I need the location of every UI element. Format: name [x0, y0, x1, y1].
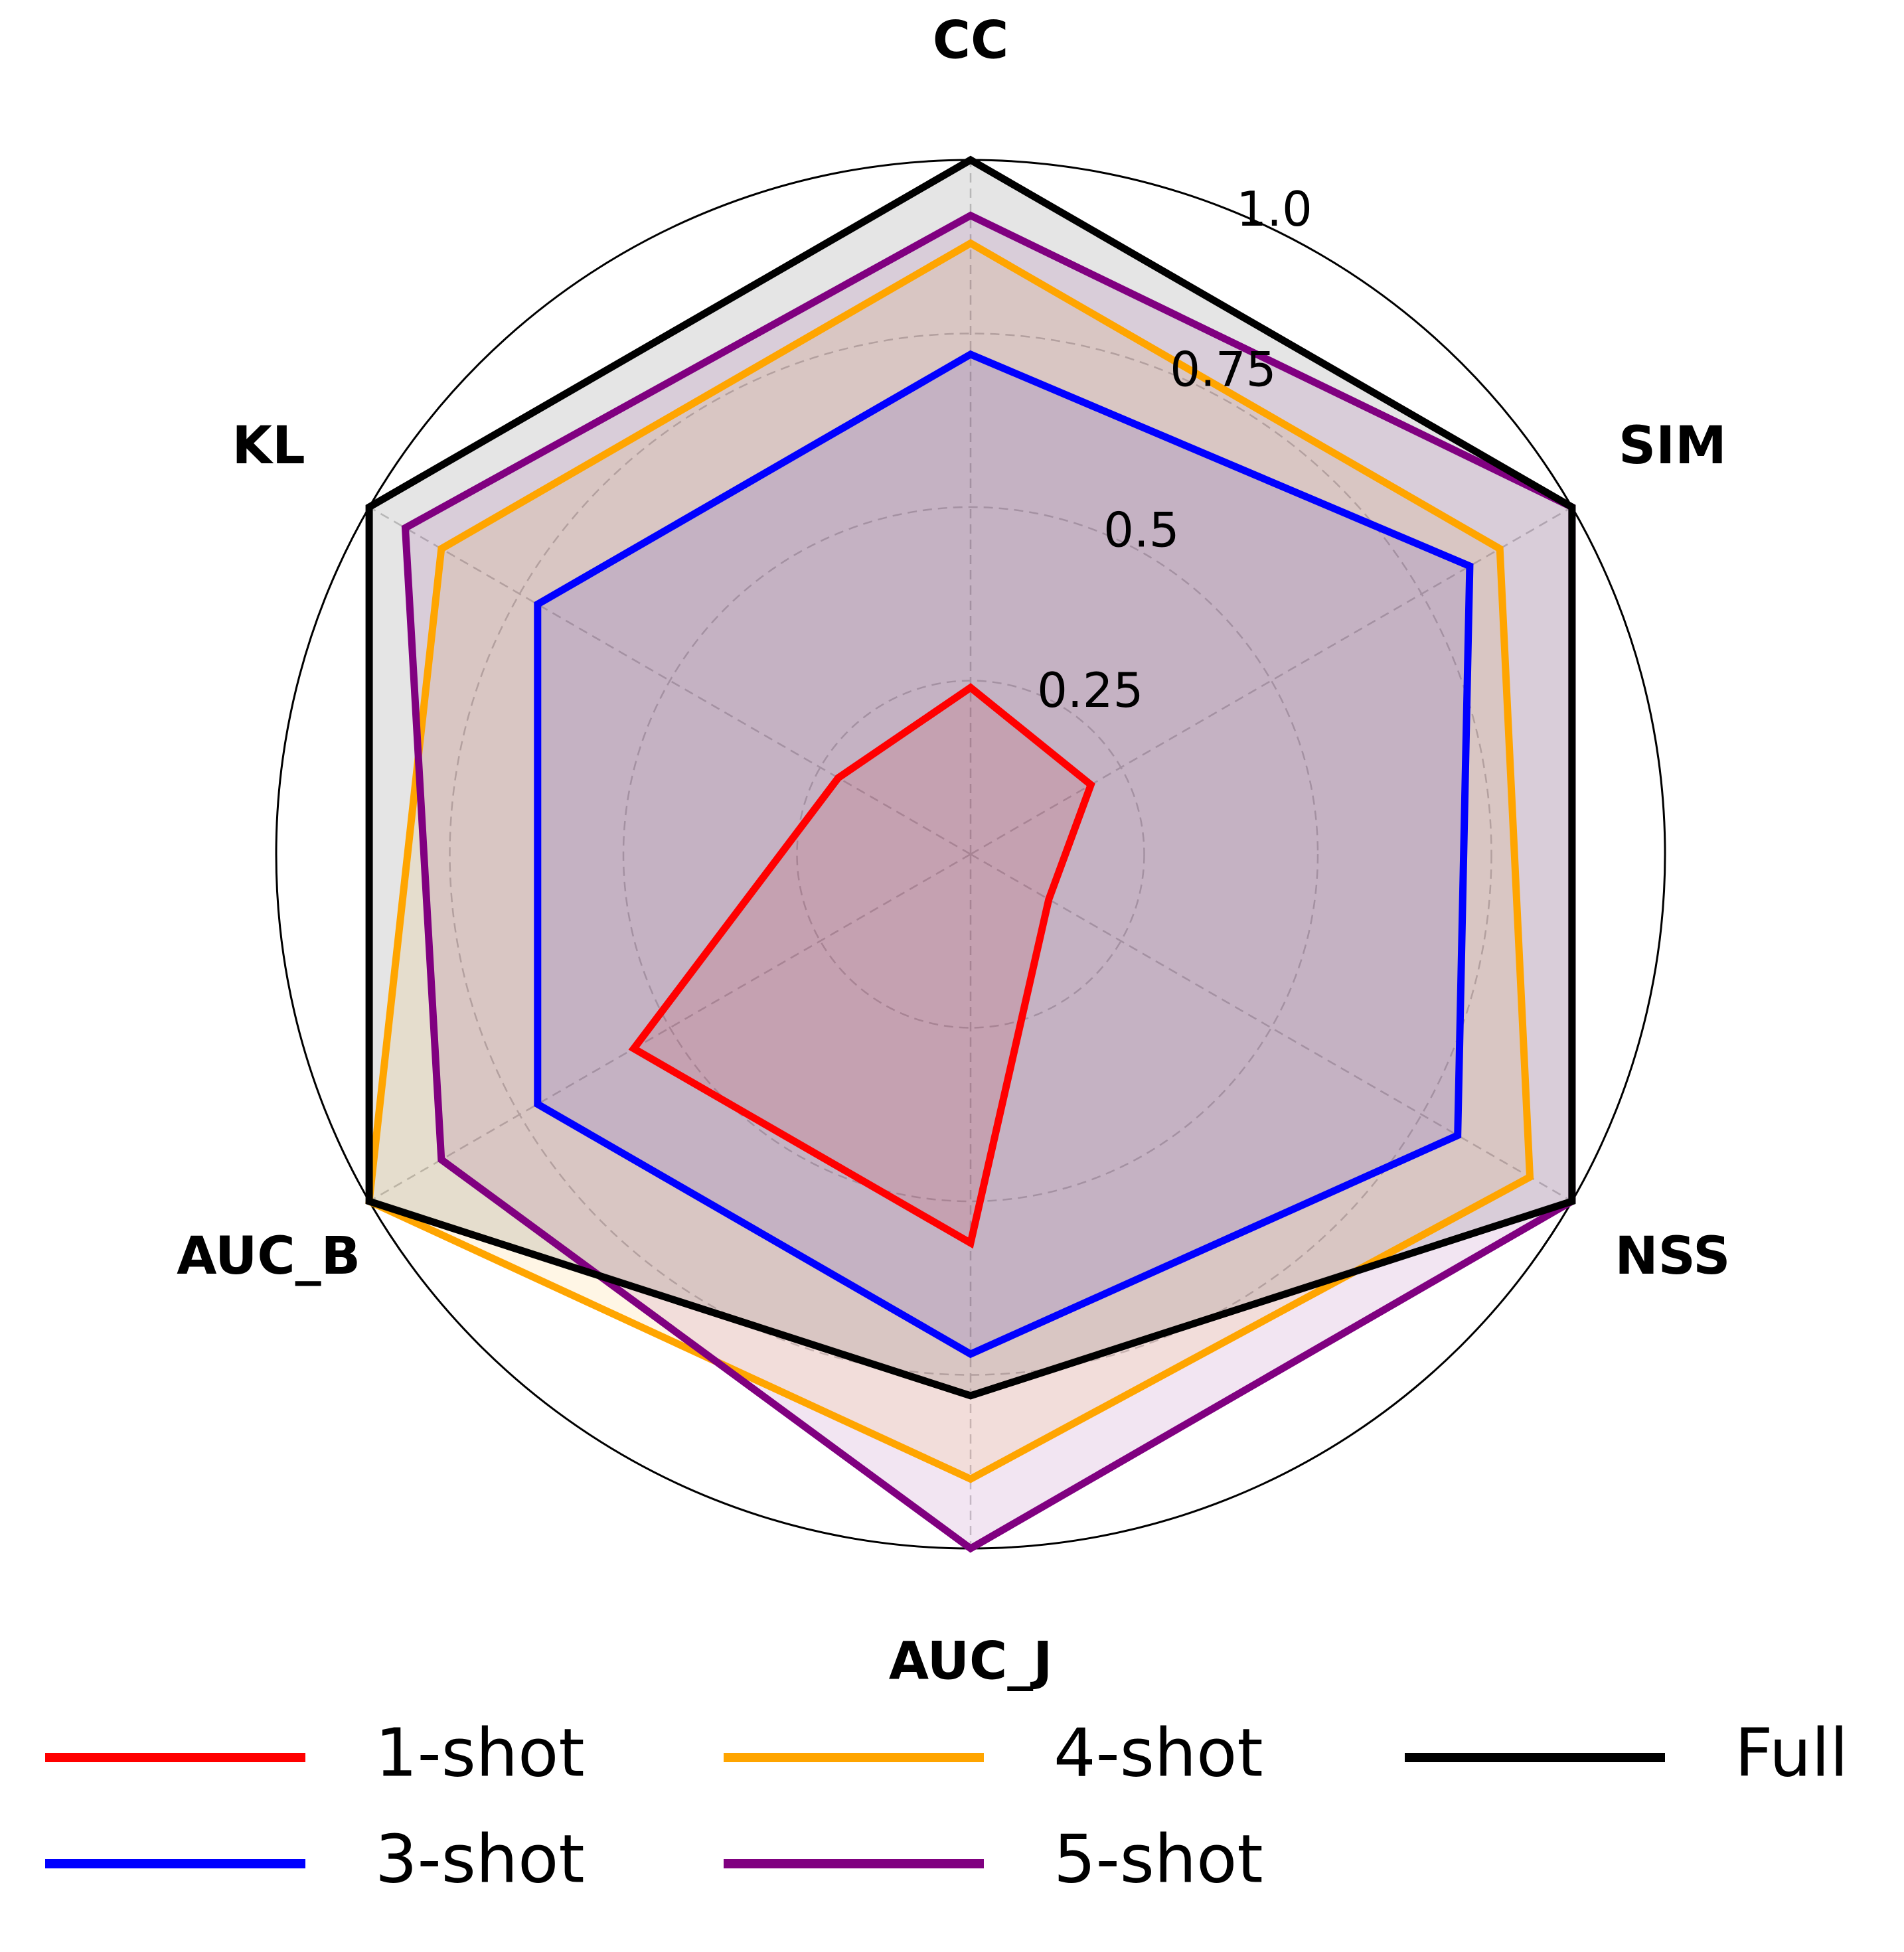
axis-label-CC: CC: [933, 11, 1009, 70]
r-tick-label: 0.5: [1103, 502, 1180, 558]
series-fills: [369, 160, 1572, 1549]
legend-label-3-shot: 3-shot: [375, 1820, 585, 1898]
r-tick-label: 0.75: [1170, 342, 1276, 398]
r-tick-label: 1.0: [1236, 181, 1312, 237]
grid-spoke: [970, 506, 1573, 856]
legend: 1-shot 3-shot 4-shot 5-shot Full: [45, 1714, 1848, 1898]
series-fill-Full: [369, 160, 1572, 1396]
grid-spoke: [970, 853, 1573, 1203]
axis-label-AUC_B: AUC_B: [177, 1227, 360, 1286]
series-line-Full: [365, 155, 1576, 1400]
series-fill-4-shot: [369, 243, 1530, 1479]
legend-label-Full: Full: [1735, 1714, 1848, 1791]
series-fill-1-shot: [633, 688, 1091, 1243]
axis-label-AUC_J: AUC_J: [889, 1631, 1053, 1691]
axis-label-NSS: NSS: [1615, 1227, 1730, 1286]
axis-label-KL: KL: [232, 416, 305, 476]
series-fill-3-shot: [537, 354, 1470, 1355]
series-lines: [365, 155, 1576, 1553]
legend-label-1-shot: 1-shot: [375, 1714, 585, 1791]
axis-label-SIM: SIM: [1619, 416, 1727, 476]
axis-labels: CC SIM NSS AUC_J AUC_B KL: [177, 11, 1730, 1691]
series-line-4-shot: [365, 239, 1534, 1483]
grid-ring: [622, 506, 1319, 1203]
legend-label-5-shot: 5-shot: [1054, 1820, 1263, 1898]
series-line-3-shot: [534, 350, 1474, 1359]
legend-label-4-shot: 4-shot: [1054, 1714, 1263, 1791]
grid-spoke: [368, 853, 971, 1203]
grid-spoke: [368, 506, 971, 856]
r-tick-label: 0.25: [1037, 662, 1143, 718]
series-line-1-shot: [628, 683, 1095, 1249]
radial-tick-labels: 0.25 0.5 0.75 1.0: [1037, 181, 1312, 718]
